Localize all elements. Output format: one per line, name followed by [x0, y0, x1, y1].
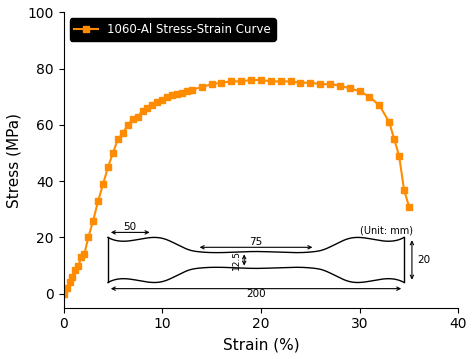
1060-Al Stress-Strain Curve — [406, 204, 412, 209]
Text: 12.5: 12.5 — [232, 250, 241, 270]
Text: 20: 20 — [417, 255, 430, 265]
Legend: 1060-Al Stress-Strain Curve: 1060-Al Stress-Strain Curve — [70, 18, 276, 41]
1060-Al Stress-Strain Curve — [61, 292, 66, 296]
Text: (Unit: mm): (Unit: mm) — [360, 225, 413, 236]
1060-Al Stress-Strain Curve — [145, 106, 150, 110]
1060-Al Stress-Strain Curve — [268, 79, 273, 84]
Y-axis label: Stress (MPa): Stress (MPa) — [7, 113, 22, 208]
Text: 50: 50 — [124, 222, 137, 232]
X-axis label: Strain (%): Strain (%) — [223, 337, 299, 352]
Line: 1060-Al Stress-Strain Curve: 1060-Al Stress-Strain Curve — [61, 77, 412, 297]
1060-Al Stress-Strain Curve — [219, 81, 224, 85]
1060-Al Stress-Strain Curve — [248, 78, 254, 82]
1060-Al Stress-Strain Curve — [209, 82, 214, 86]
1060-Al Stress-Strain Curve — [91, 218, 96, 223]
Text: 75: 75 — [249, 237, 263, 247]
Text: 200: 200 — [246, 289, 266, 299]
1060-Al Stress-Strain Curve — [189, 88, 195, 92]
